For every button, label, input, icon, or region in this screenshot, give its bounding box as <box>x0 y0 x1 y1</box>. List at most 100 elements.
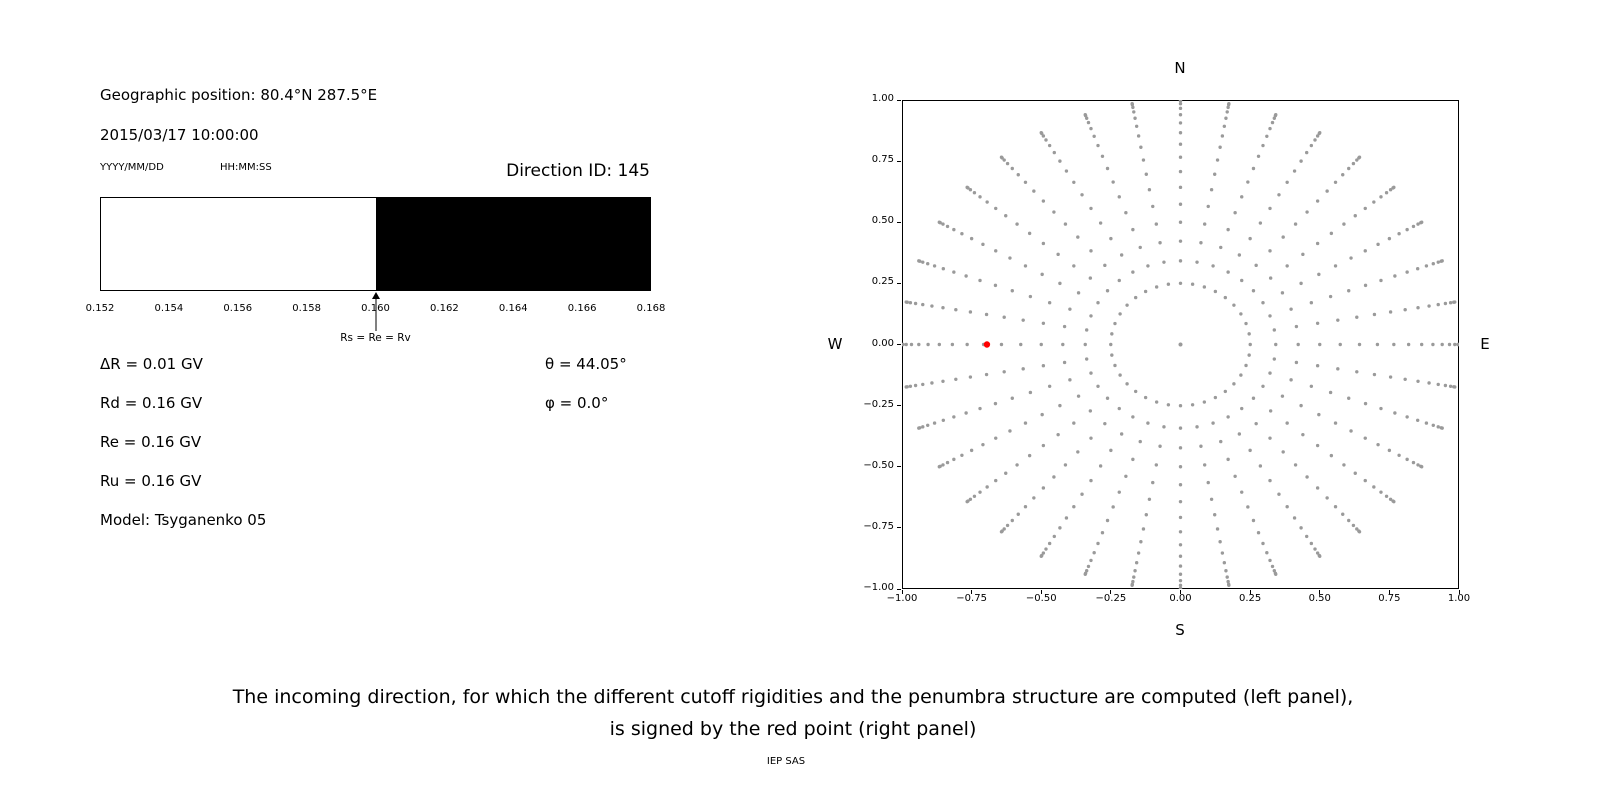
direction-grid-dot <box>1440 342 1444 347</box>
direction-grid-dot <box>1247 353 1251 357</box>
direction-grid-dot <box>1041 364 1046 368</box>
direction-grid-dot <box>1405 270 1409 274</box>
direction-grid-dot <box>1178 202 1183 206</box>
direction-grid-dot <box>1233 211 1237 215</box>
direction-grid-dot <box>1178 446 1183 450</box>
direction-grid-dot <box>1349 256 1353 260</box>
direction-grid-dot <box>930 304 934 308</box>
direction-grid-dot <box>1375 342 1380 347</box>
direction-grid-dot <box>978 490 982 494</box>
direction-grid-dot <box>1309 384 1314 389</box>
direction-grid-dot <box>1209 497 1214 501</box>
direction-grid-dot <box>1294 324 1299 329</box>
direction-grid-dot <box>1023 264 1028 268</box>
direction-grid-dot <box>1387 448 1392 453</box>
direction-grid-dot <box>960 453 964 457</box>
direction-grid-dot <box>937 342 942 347</box>
direction-grid-dot <box>1199 444 1203 448</box>
direction-grid-dot <box>1206 204 1210 209</box>
direction-grid-dot <box>1301 252 1305 257</box>
direction-grid-dot <box>1258 464 1263 468</box>
direction-grid-dot <box>1096 541 1100 546</box>
direction-grid-dot <box>1225 575 1229 579</box>
direction-grid-dot <box>1347 518 1351 523</box>
direction-grid-dot <box>968 310 973 314</box>
direction-grid-dot <box>1010 518 1014 523</box>
direction-grid-dot <box>1292 169 1297 173</box>
direction-grid-dot <box>1089 126 1093 131</box>
direction-grid-dot <box>1313 138 1317 142</box>
direction-grid-dot <box>1044 547 1048 551</box>
direction-grid-dot <box>904 300 908 304</box>
direction-grid-dot <box>1363 249 1367 253</box>
direction-grid-dot <box>1225 110 1229 114</box>
phi-value: φ = 0.0° <box>545 394 609 412</box>
direction-grid-dot <box>1341 512 1345 516</box>
direction-grid-dot <box>1213 395 1218 400</box>
direction-grid-dot <box>993 283 998 288</box>
sky-y-tick-label: 0.50 <box>871 215 894 227</box>
direction-grid-dot <box>1118 312 1122 316</box>
direction-grid-dot <box>1139 540 1143 544</box>
direction-grid-dot <box>1058 159 1062 163</box>
direction-grid-dot <box>1002 315 1006 319</box>
direction-grid-dot <box>1117 406 1121 411</box>
direction-grid-dot <box>1041 241 1046 246</box>
direction-grid-dot <box>1041 486 1046 490</box>
sky-x-tick-mark <box>1319 590 1321 594</box>
direction-grid-dot <box>1005 523 1010 528</box>
direction-grid-dot <box>1376 242 1380 247</box>
direction-grid-dot <box>1363 478 1367 483</box>
direction-grid-dot <box>1010 396 1014 400</box>
direction-grid-dot <box>1178 499 1183 504</box>
direction-grid-dot <box>921 382 925 387</box>
direction-grid-dot <box>1299 403 1303 408</box>
direction-grid-dot <box>1062 360 1067 365</box>
direction-grid-dot <box>1072 505 1076 509</box>
direction-grid-dot <box>1318 131 1322 135</box>
direction-grid-dot <box>1240 490 1244 494</box>
direction-grid-dot <box>1178 342 1183 347</box>
sky-y-tick-mark <box>897 99 901 101</box>
direction-grid-dot <box>1178 465 1183 469</box>
direction-grid-dot <box>1379 195 1383 199</box>
direction-grid-dot <box>969 448 974 453</box>
direction-grid-dot <box>960 232 964 236</box>
direction-grid-dot <box>1351 161 1356 166</box>
direction-grid-dot <box>1261 143 1265 148</box>
direction-grid-dot <box>1076 291 1081 295</box>
sky-y-tick-label: −0.25 <box>863 398 894 410</box>
direction-grid-dot <box>1222 561 1227 565</box>
direction-grid-dot <box>1039 554 1043 558</box>
direction-grid-dot <box>1272 116 1277 120</box>
direction-grid-dot <box>1388 188 1393 192</box>
direction-grid-dot <box>978 278 982 283</box>
direction-grid-dot <box>909 342 914 347</box>
direction-grid-dot <box>1084 569 1089 573</box>
direction-grid-dot <box>1086 564 1091 569</box>
direction-grid-dot <box>1317 412 1321 417</box>
direction-grid-dot <box>1292 516 1297 520</box>
direction-grid-dot <box>1305 210 1309 214</box>
direction-grid-dot <box>1226 105 1230 110</box>
direction-grid-dot <box>1268 436 1272 440</box>
direction-grid-dot <box>1328 294 1333 299</box>
direction-grid-dot <box>1096 143 1100 148</box>
direction-grid-dot <box>1309 300 1314 305</box>
direction-grid-dot <box>985 485 989 489</box>
caption-line-1: The incoming direction, for which the di… <box>232 686 1354 708</box>
direction-grid-dot <box>1415 267 1420 271</box>
direction-grid-dot <box>1355 315 1359 319</box>
direction-grid-dot <box>1084 116 1089 120</box>
direction-grid-dot <box>1333 264 1338 268</box>
direction-grid-dot <box>1268 126 1272 131</box>
direction-grid-dot <box>1397 453 1401 457</box>
direction-grid-dot <box>1110 353 1114 357</box>
direction-grid-dot <box>1134 561 1139 565</box>
direction-grid-dot <box>1100 531 1105 535</box>
direction-grid-dot <box>1355 158 1359 162</box>
direction-grid-dot <box>1372 485 1376 489</box>
direction-grid-dot <box>1021 367 1025 371</box>
direction-grid-dot <box>1419 220 1424 224</box>
direction-grid-dot <box>1393 274 1397 278</box>
